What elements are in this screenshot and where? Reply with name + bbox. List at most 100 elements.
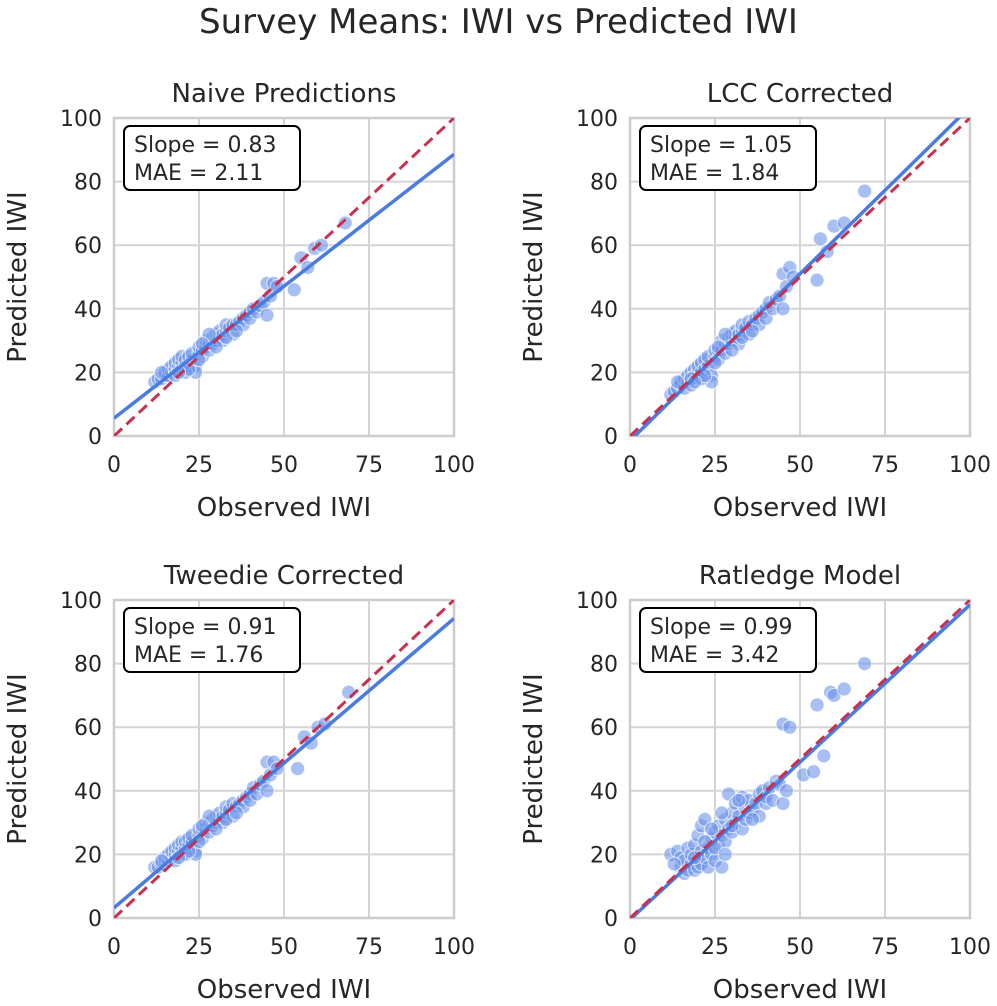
scatter-point — [809, 697, 825, 713]
scatter-point — [778, 783, 794, 799]
scatter-point — [717, 326, 733, 342]
y-tick-label: 100 — [576, 589, 618, 614]
x-tick-label: 50 — [270, 453, 298, 478]
x-tick-label: 0 — [623, 453, 637, 478]
panel-title: LCC Corrected — [707, 79, 893, 109]
identity-line — [630, 600, 970, 918]
y-tick-label: 20 — [74, 361, 102, 386]
mae-annotation: MAE = 2.11 — [134, 161, 263, 186]
x-tick-label: 25 — [185, 453, 213, 478]
identity-line — [114, 118, 454, 436]
panel-2: LCC Corrected 0 25 50 75 100 0 20 40 60 80 100 Obser… — [519, 79, 991, 523]
scatter-point — [809, 272, 825, 288]
panel-title: Tweedie Corrected — [163, 561, 404, 591]
mae-annotation: MAE = 3.42 — [650, 643, 779, 668]
panel-3: Tweedie Corrected 0 25 50 75 100 0 20 40 60 80 100 O… — [3, 561, 475, 1005]
slope-annotation: Slope = 0.83 — [134, 133, 276, 158]
y-tick-label: 60 — [74, 716, 102, 741]
axes-frame — [628, 598, 972, 920]
scatter-point — [775, 796, 791, 812]
x-tick-label: 100 — [949, 453, 991, 478]
scatter-point — [857, 183, 873, 199]
panel-4: Ratledge Model 0 25 50 75 100 0 20 40 60 80 100 Obse… — [519, 561, 991, 1005]
annotation-box — [123, 607, 301, 673]
y-axis-label: Predicted IWI — [519, 673, 549, 844]
x-tick-label: 50 — [786, 453, 814, 478]
y-tick-label: 100 — [60, 589, 102, 614]
plot-area — [114, 600, 454, 918]
x-tick-label: 25 — [701, 935, 729, 960]
annotation-box — [639, 607, 817, 673]
plot-area — [630, 600, 970, 918]
scatter-point — [259, 307, 275, 323]
axes-frame — [112, 598, 456, 920]
y-axis-label: Predicted IWI — [519, 191, 549, 362]
y-tick-label: 80 — [590, 653, 618, 678]
x-tick-label: 100 — [433, 453, 475, 478]
y-tick-label: 40 — [590, 298, 618, 323]
identity-line — [114, 600, 454, 918]
panel-1: Naive Predictions 0 25 50 75 100 0 20 40 60 80 100 O… — [3, 79, 475, 523]
axes-frame — [112, 116, 456, 438]
annotation-box — [123, 125, 301, 191]
figure-title: Survey Means: IWI vs Predicted IWI — [199, 2, 798, 42]
y-tick-label: 100 — [576, 107, 618, 132]
y-tick-label: 60 — [590, 234, 618, 259]
slope-annotation: Slope = 0.91 — [134, 615, 276, 640]
y-tick-label: 40 — [74, 780, 102, 805]
mae-annotation: MAE = 1.76 — [134, 643, 263, 668]
y-tick-label: 20 — [74, 843, 102, 868]
scatter-point — [744, 323, 760, 339]
x-axis-label: Observed IWI — [197, 975, 371, 1005]
y-tick-label: 40 — [74, 298, 102, 323]
x-tick-label: 25 — [701, 453, 729, 478]
panel-title: Naive Predictions — [172, 79, 397, 109]
mae-annotation: MAE = 1.84 — [650, 161, 779, 186]
regression-line — [632, 118, 962, 436]
scatter-point — [704, 821, 720, 837]
x-axis-label: Observed IWI — [713, 975, 887, 1005]
x-tick-label: 50 — [786, 935, 814, 960]
scatter-point — [714, 805, 730, 821]
slope-annotation: Slope = 0.99 — [650, 615, 792, 640]
regression-line — [630, 603, 970, 918]
plot-area — [114, 118, 454, 436]
x-tick-label: 75 — [871, 453, 899, 478]
scatter-point — [666, 856, 682, 872]
scatter-point — [775, 301, 791, 317]
y-tick-label: 20 — [590, 361, 618, 386]
scatter-point — [337, 215, 353, 231]
scatter-point — [714, 859, 730, 875]
y-tick-label: 0 — [88, 907, 102, 932]
x-tick-label: 75 — [355, 935, 383, 960]
y-tick-label: 0 — [604, 425, 618, 450]
x-tick-label: 50 — [270, 935, 298, 960]
x-tick-label: 75 — [355, 453, 383, 478]
x-tick-label: 0 — [107, 935, 121, 960]
regression-line — [114, 617, 454, 910]
y-tick-label: 60 — [74, 234, 102, 259]
scatter-point — [313, 237, 329, 253]
y-axis-label: Predicted IWI — [3, 191, 33, 362]
x-tick-label: 100 — [433, 935, 475, 960]
y-axis-label: Predicted IWI — [3, 673, 33, 844]
axes-frame — [628, 116, 972, 438]
scatter-point — [812, 231, 828, 247]
y-tick-label: 0 — [88, 425, 102, 450]
y-tick-label: 0 — [604, 907, 618, 932]
scatter-point — [806, 764, 822, 780]
scatter-point — [836, 681, 852, 697]
x-axis-label: Observed IWI — [713, 493, 887, 523]
scatter-point — [303, 735, 319, 751]
scatter-point — [857, 656, 873, 672]
scatter-point — [744, 811, 760, 827]
x-tick-label: 0 — [623, 935, 637, 960]
scatter-point — [228, 805, 244, 821]
scatter-point — [286, 282, 302, 298]
y-tick-label: 80 — [590, 171, 618, 196]
identity-line — [630, 118, 970, 436]
y-tick-label: 80 — [74, 653, 102, 678]
x-axis-label: Observed IWI — [197, 493, 371, 523]
y-tick-label: 20 — [590, 843, 618, 868]
